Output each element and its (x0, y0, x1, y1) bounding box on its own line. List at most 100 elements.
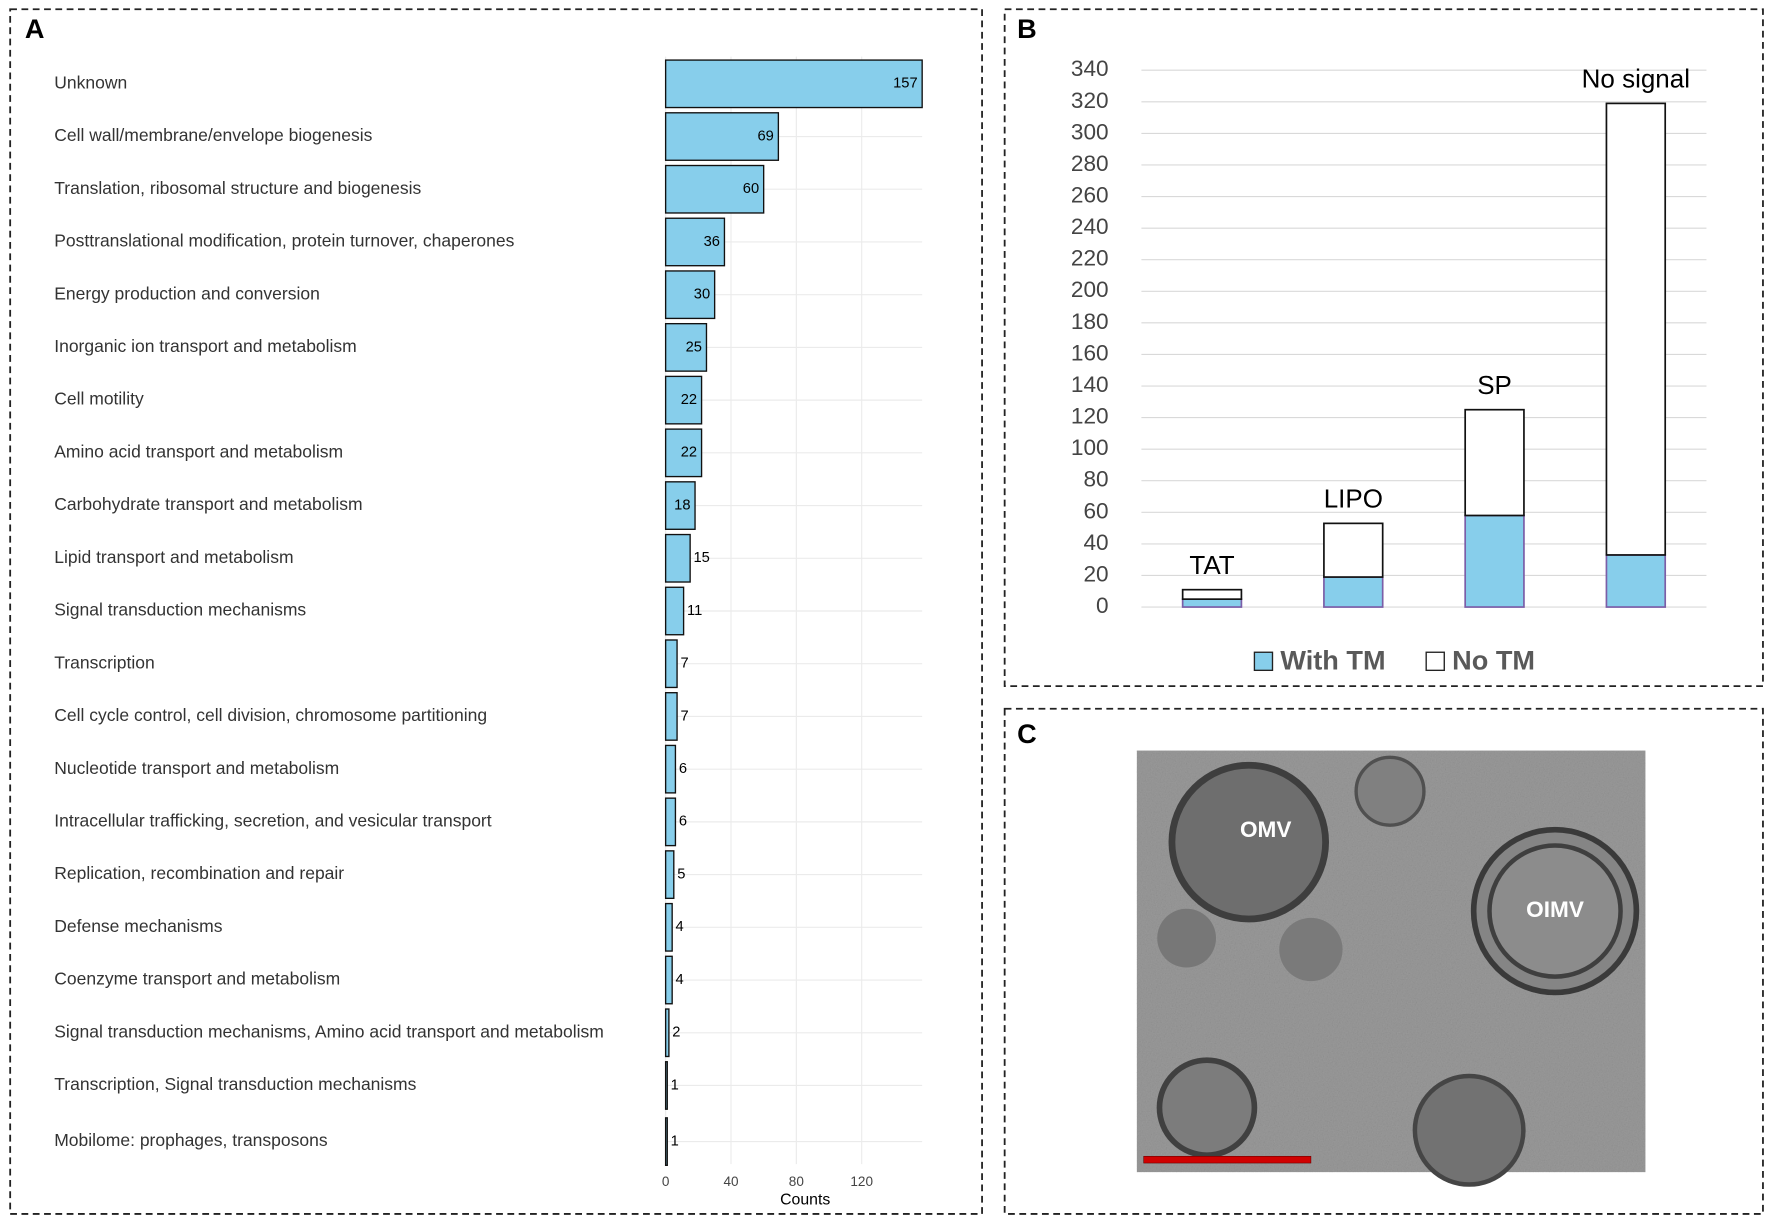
bar (664, 639, 678, 689)
y-tick-label: 80 (1083, 467, 1108, 492)
value-label: 5 (677, 866, 685, 882)
legend-label: With TM (1280, 645, 1385, 676)
legend-label: No TM (1452, 645, 1535, 676)
scale-bar (1143, 1155, 1312, 1164)
y-tick-label: 240 (1071, 214, 1109, 239)
value-label: 36 (704, 234, 720, 250)
bar (664, 164, 765, 214)
bar (664, 1061, 668, 1110)
bar (664, 59, 923, 109)
bar (664, 797, 677, 847)
bar (664, 533, 691, 583)
bar (664, 481, 696, 530)
bar (664, 270, 716, 320)
bar-segment (1181, 588, 1243, 600)
vesicle (1412, 1073, 1526, 1187)
category-label: LIPO (1324, 484, 1383, 514)
y-tick-label: 340 (1071, 56, 1109, 81)
value-label: 7 (680, 708, 688, 724)
bar (664, 850, 675, 900)
x-tick-label: 80 (789, 1174, 804, 1189)
value-label: 30 (694, 287, 710, 303)
value-label: 7 (680, 656, 688, 672)
category-label: Nucleotide transport and metabolism (54, 758, 339, 778)
category-label: Transcription (54, 652, 155, 672)
value-label: 15 (694, 550, 710, 566)
category-label: Posttranslational modification, protein … (54, 231, 514, 251)
image-label: OMV (1240, 817, 1291, 842)
micrograph: OMV OIMV (1136, 750, 1646, 1187)
bar (664, 1008, 670, 1058)
y-tick-label: 280 (1071, 151, 1109, 176)
value-label: 157 (893, 76, 918, 92)
category-label: SP (1477, 370, 1512, 400)
category-label: Carbohydrate transport and metabolism (54, 494, 362, 514)
x-axis-label: Counts (780, 1192, 830, 1209)
panel-label: A (25, 13, 45, 44)
y-tick-label: 300 (1071, 119, 1109, 144)
category-label: No signal (1582, 64, 1690, 94)
bar (664, 112, 780, 161)
value-label: 11 (687, 603, 702, 619)
value-label: 22 (681, 445, 697, 461)
value-label: 18 (674, 497, 690, 513)
panel-c-frame (1003, 707, 1764, 1215)
vesicle (1354, 755, 1426, 827)
x-tick-label: 40 (723, 1174, 738, 1189)
y-tick-label: 220 (1071, 246, 1109, 271)
y-tick-label: 200 (1071, 277, 1109, 302)
bar (664, 375, 703, 425)
y-tick-label: 160 (1071, 340, 1109, 365)
bar (664, 744, 677, 794)
value-label: 25 (686, 339, 702, 355)
category-label: Translation, ribosomal structure and bio… (54, 178, 421, 198)
y-tick-label: 60 (1083, 498, 1108, 523)
value-label: 1 (671, 1077, 679, 1093)
category-label: Cell cycle control, cell division, chrom… (54, 705, 487, 725)
category-label: Cell motility (54, 389, 144, 409)
x-tick-label: 120 (850, 1174, 873, 1189)
panel-a-frame (9, 8, 983, 1215)
legend-swatch (1253, 651, 1274, 672)
category-label: Unknown (54, 72, 127, 92)
value-label: 6 (679, 814, 687, 830)
y-tick-label: 120 (1071, 404, 1109, 429)
y-tick-label: 0 (1096, 593, 1109, 618)
value-label: 4 (676, 919, 684, 935)
category-label: Mobilome: prophages, transposons (54, 1130, 328, 1150)
value-label: 6 (679, 761, 687, 777)
category-label: Intracellular trafficking, secretion, an… (54, 811, 492, 831)
vesicle (1168, 761, 1329, 923)
category-label: Inorganic ion transport and metabolism (54, 336, 357, 356)
bar (664, 955, 673, 1005)
bar-segment (1464, 514, 1525, 608)
panel-label: B (1017, 13, 1037, 44)
category-label: Cell wall/membrane/envelope biogenesis (54, 125, 372, 145)
vesicle (1279, 917, 1343, 982)
value-label: 1 (671, 1133, 679, 1149)
category-label: TAT (1189, 550, 1234, 580)
vesicle (1156, 1057, 1258, 1158)
bar-segment (1181, 598, 1243, 608)
value-label: 69 (758, 128, 774, 144)
category-label: Signal transduction mechanisms (54, 600, 306, 620)
y-tick-label: 260 (1071, 183, 1109, 208)
bar-segment (1323, 576, 1384, 608)
panel-b-frame (1003, 8, 1764, 688)
category-label: Transcription, Signal transduction mecha… (54, 1074, 416, 1094)
value-label: 4 (676, 972, 684, 988)
x-tick-label: 0 (662, 1174, 670, 1189)
bar (664, 217, 726, 267)
legend-swatch (1425, 651, 1445, 672)
image-label: OIMV (1526, 897, 1584, 922)
category-label: Coenzyme transport and metabolism (54, 969, 340, 989)
vesicle (1157, 908, 1216, 968)
bar (664, 692, 678, 741)
panel-label: C (1017, 718, 1037, 749)
bar (664, 428, 703, 478)
bar-segment (1605, 554, 1667, 608)
vesicle (1487, 843, 1623, 979)
category-label: Amino acid transport and metabolism (54, 441, 343, 461)
y-tick-label: 320 (1071, 88, 1109, 113)
bar (664, 902, 673, 952)
